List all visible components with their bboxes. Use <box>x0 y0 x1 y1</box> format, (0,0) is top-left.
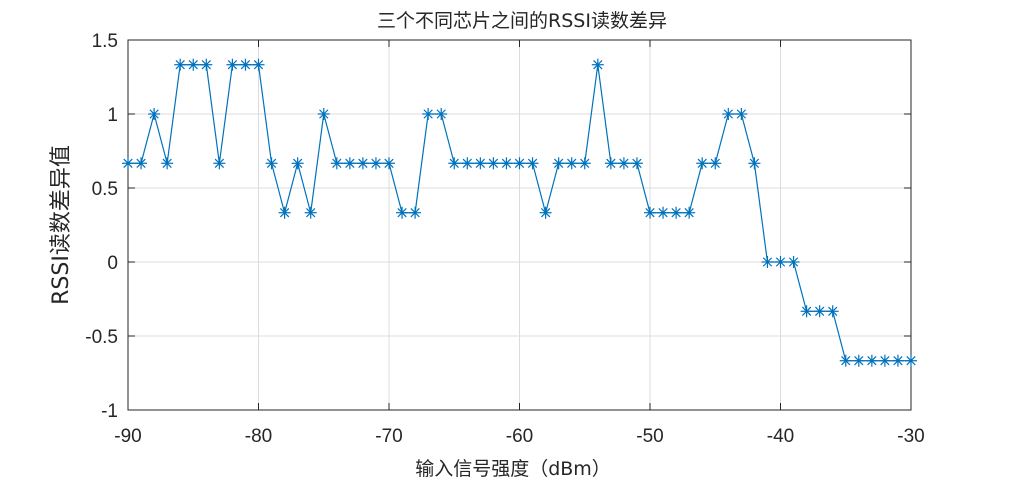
y-axis-label: RSSI读数差异值 <box>49 145 74 305</box>
y-tick-label: -1 <box>101 401 118 422</box>
data-point-marker <box>135 157 148 170</box>
data-point-marker <box>644 206 656 219</box>
data-point-marker <box>591 58 604 71</box>
x-tick-label: -70 <box>375 426 402 447</box>
data-point-marker <box>174 58 187 71</box>
x-tick-label: -60 <box>506 426 533 447</box>
data-point-marker <box>670 206 683 219</box>
data-point-marker <box>891 354 904 367</box>
x-tick-label: -90 <box>114 426 141 447</box>
data-point-marker <box>539 206 552 219</box>
data-point-marker <box>148 108 161 120</box>
data-point-marker <box>735 108 748 120</box>
data-point-marker <box>448 157 461 170</box>
data-point-marker <box>435 108 448 120</box>
data-point-marker <box>291 157 304 170</box>
y-tick-label: 0 <box>107 253 118 274</box>
grid <box>127 39 912 411</box>
data-point-marker <box>343 157 356 170</box>
data-point-marker <box>278 206 291 219</box>
y-tick-label: 0.5 <box>92 179 118 200</box>
data-point-marker <box>683 206 696 219</box>
data-point-marker <box>383 157 395 170</box>
x-tick-label: -50 <box>636 426 663 447</box>
data-point-marker <box>905 354 917 367</box>
data-point-marker <box>565 157 578 170</box>
series <box>122 58 917 367</box>
data-point-marker <box>265 157 278 170</box>
data-point-marker <box>200 58 213 71</box>
data-point-marker <box>630 157 643 170</box>
data-point-marker <box>552 157 565 170</box>
data-point-marker <box>304 206 317 219</box>
data-point-marker <box>422 108 435 120</box>
data-point-marker <box>239 58 252 71</box>
data-point-marker <box>461 157 474 170</box>
data-point-marker <box>526 157 539 170</box>
x-tick-label: -80 <box>245 426 272 447</box>
data-point-marker <box>761 256 774 268</box>
data-point-marker <box>787 256 800 268</box>
y-tick-label: -0.5 <box>85 327 118 348</box>
data-point-marker <box>813 305 826 318</box>
data-point-marker <box>722 108 735 120</box>
data-point-marker <box>657 206 670 219</box>
data-point-marker <box>396 206 409 219</box>
data-point-marker <box>252 58 265 71</box>
data-point-marker <box>330 157 343 170</box>
x-tick-label: -30 <box>897 426 924 447</box>
data-point-marker <box>852 354 865 367</box>
x-tick-label: -40 <box>767 426 794 447</box>
data-point-marker <box>604 157 617 170</box>
data-point-marker <box>487 157 500 170</box>
data-point-marker <box>839 354 852 367</box>
data-point-marker <box>709 157 722 170</box>
data-point-marker <box>696 157 709 170</box>
data-point-marker <box>865 354 878 367</box>
x-axis-label: 输入信号强度（dBm） <box>415 458 611 480</box>
data-point-marker <box>878 354 891 367</box>
data-point-marker <box>474 157 487 170</box>
data-point-marker <box>409 206 422 219</box>
data-point-marker <box>774 256 787 268</box>
data-point-marker <box>226 58 239 71</box>
data-point-marker <box>317 108 330 120</box>
data-point-marker <box>356 157 369 170</box>
data-point-marker <box>748 157 761 170</box>
data-point-marker <box>826 305 839 318</box>
data-point-marker <box>213 157 226 170</box>
data-point-marker <box>500 157 513 170</box>
data-point-marker <box>122 157 134 170</box>
y-tick-label: 1.5 <box>92 31 118 52</box>
data-point-marker <box>578 157 591 170</box>
data-point-marker <box>617 157 630 170</box>
data-point-marker <box>369 157 382 170</box>
chart-title: 三个不同芯片之间的RSSI读数差异 <box>377 10 667 32</box>
data-point-marker <box>187 58 200 71</box>
ticks: -90 -80 -70 -60 -50 -40 -30 -1 -0.5 0 0.5 1 1.5 <box>85 31 924 447</box>
y-tick-label: 1 <box>107 105 118 126</box>
data-point-marker <box>513 157 526 170</box>
data-point-marker <box>800 305 813 318</box>
data-point-marker <box>161 157 174 170</box>
